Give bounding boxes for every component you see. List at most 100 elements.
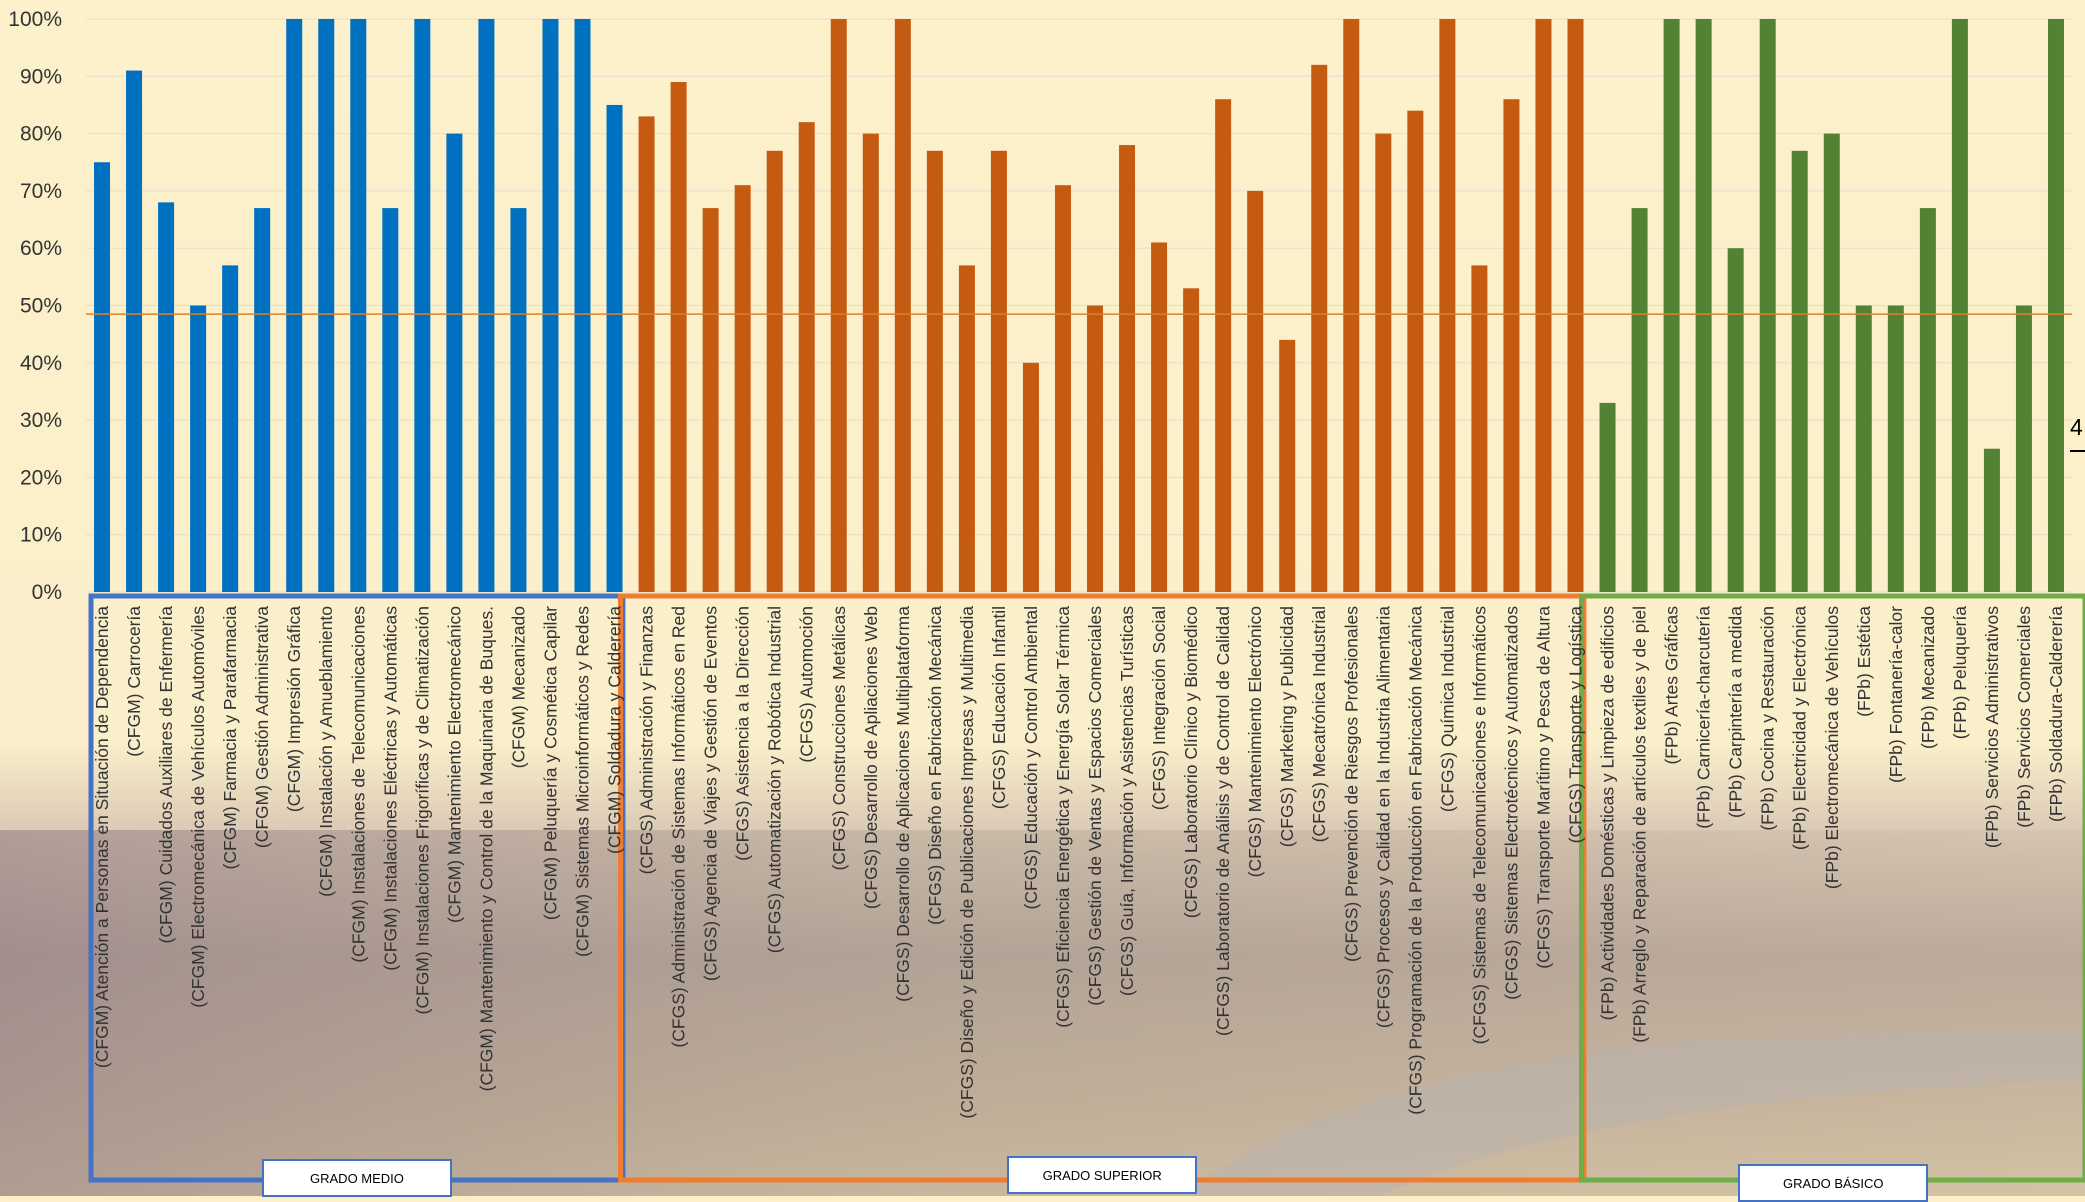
x-tick-label: (CFGS) Diseño en Fabricación Mecánica (925, 606, 945, 925)
bar (126, 71, 142, 592)
bar (158, 202, 174, 592)
x-tick-label: (CFGM) Atención a Personas en Situación … (92, 606, 112, 1068)
bar (1279, 340, 1295, 592)
y-tick-label: 20% (20, 466, 62, 489)
x-tick-label: (FPb) Servicios Comerciales (2014, 606, 2034, 828)
x-tick-label: (CFGM) Peluquería y Cosmética Capilar (540, 606, 560, 920)
bar (2016, 306, 2032, 593)
bar (542, 19, 558, 592)
x-tick-label: (FPb) Electromecánica de Vehículos (1822, 606, 1842, 889)
x-tick-label: (CFGM) Instalaciones Eléctricas y Automá… (380, 606, 400, 971)
bar (286, 19, 302, 592)
x-tick-label: (FPb) Electricidad y Electrónica (1790, 606, 1810, 850)
edge-data-label: 4 (2070, 414, 2085, 452)
bar (350, 19, 366, 592)
x-tick-label: (CFGS) Diseño y Edición de Publicaciones… (957, 606, 977, 1119)
x-tick-label: (CFGS) Administración de Sistemas Inform… (669, 606, 689, 1048)
bar (1375, 134, 1391, 592)
x-tick-label: (FPb) Mecanizado (1918, 606, 1938, 749)
x-tick-label: (FPb) Soldadura-Calderería (2046, 606, 2066, 822)
y-tick-label: 90% (20, 65, 62, 88)
x-tick-label: (FPb) Carnicería-charcutería (1694, 606, 1714, 829)
bar (1632, 208, 1648, 592)
bar (1119, 145, 1135, 592)
x-tick-label: (CFGS) Programación de la Producción en … (1405, 606, 1425, 1115)
x-tick-label: (CFGS) Desarrollo de Apliaciones Web (861, 606, 881, 909)
x-tick-label: (CFGM) Cuidados Auxiliares de Enfermería (156, 606, 176, 944)
bar (1215, 99, 1231, 592)
x-tick-label: (FPb) Servicios Administrativos (1982, 606, 2002, 848)
x-tick-label: (CFGM) Sistemas Microinformáticos y Rede… (573, 606, 593, 957)
group-label: GRADO SUPERIOR (1007, 1156, 1197, 1194)
bar (1568, 19, 1584, 592)
bar (1984, 449, 2000, 592)
x-tick-label: (FPb) Fontanería-calor (1886, 606, 1906, 783)
bar (2048, 19, 2064, 592)
x-tick-label: (FPb) Arreglo y Reparación de artículos … (1630, 606, 1650, 1043)
bar (863, 134, 879, 592)
bar (1760, 19, 1776, 592)
x-tick-label: (CFGS) Sistemas Electrotécnicos y Automa… (1501, 606, 1521, 1000)
y-tick-label: 80% (20, 123, 62, 146)
bar (1728, 248, 1744, 592)
bar (799, 122, 815, 592)
x-tick-label: (CFGS) Automatización y Robótica Industr… (765, 606, 785, 953)
x-tick-label: (CFGS) Laboratorio Clínico y Biomédico (1181, 606, 1201, 918)
x-tick-label: (CFGS) Asistencia a la Dirección (733, 606, 753, 861)
x-tick-label: (CFGM) Mantenimiento Electromecánico (444, 606, 464, 923)
bar (1151, 242, 1167, 592)
bar (382, 208, 398, 592)
x-tick-label: (CFGM) Impresión Gráfica (284, 606, 304, 812)
bar (639, 116, 655, 592)
bar (414, 19, 430, 592)
bar (478, 19, 494, 592)
bar (895, 19, 911, 592)
x-tick-label: (CFGM) Electromecánica de Vehículos Auto… (188, 606, 208, 1008)
x-tick-label: (CFGS) Gestión de Ventas y Espacios Come… (1085, 606, 1105, 1006)
bar (1439, 19, 1455, 592)
bar (190, 306, 206, 593)
bar (1343, 19, 1359, 592)
x-tick-label: (CFGS) Procesos y Calidad en la Industri… (1373, 606, 1393, 1028)
group-label: GRADO BÁSICO (1738, 1164, 1928, 1202)
x-tick-label: (CFGM) Mecanizado (508, 606, 528, 768)
bar (446, 134, 462, 592)
x-tick-label: (CFGS) Educación Infantil (989, 606, 1009, 809)
x-tick-label: (CFGS) Sistemas de Telecomunicaciones e … (1469, 606, 1489, 1045)
x-tick-label: (CFGM) Gestión Administrativa (252, 606, 272, 848)
y-tick-label: 100% (8, 8, 62, 31)
bar (1503, 99, 1519, 592)
bar (991, 151, 1007, 592)
x-tick-label: (CFGS) Integración Social (1149, 606, 1169, 810)
bar (1055, 185, 1071, 592)
bar (575, 19, 591, 592)
bar (1696, 19, 1712, 592)
y-tick-label: 50% (20, 295, 62, 318)
bar (1023, 363, 1039, 592)
x-tick-label: (CFGS) Prevención de Riesgos Profesional… (1341, 606, 1361, 962)
bar (1087, 306, 1103, 593)
y-tick-label: 60% (20, 237, 62, 260)
x-tick-label: (CFGS) Transporte Marítimo y Pesca de Al… (1533, 606, 1553, 969)
bar (703, 208, 719, 592)
bar (254, 208, 270, 592)
x-tick-label: (CFGM) Instalaciones Frigoríficas y de C… (412, 606, 432, 1014)
x-tick-label: (CFGM) Mantenimiento y Control de la Maq… (476, 606, 496, 1091)
x-tick-label: (CFGM) Carrocería (124, 606, 144, 757)
bar (1824, 134, 1840, 592)
bar (1535, 19, 1551, 592)
bar (831, 19, 847, 592)
x-tick-label: (FPb) Estética (1854, 606, 1874, 717)
bar (767, 151, 783, 592)
bar (735, 185, 751, 592)
y-tick-label: 30% (20, 409, 62, 432)
x-tick-label: (FPb) Peluquería (1950, 606, 1970, 740)
bar (510, 208, 526, 592)
x-tick-label: (CFGS) Construcciones Metálicas (829, 606, 849, 871)
bar (1664, 19, 1680, 592)
x-tick-label: (FPb) Carpintería a medida (1726, 606, 1746, 818)
x-tick-label: (CFGS) Guía, Información y Asistencias T… (1117, 606, 1137, 996)
bar (1247, 191, 1263, 592)
bar (671, 82, 687, 592)
